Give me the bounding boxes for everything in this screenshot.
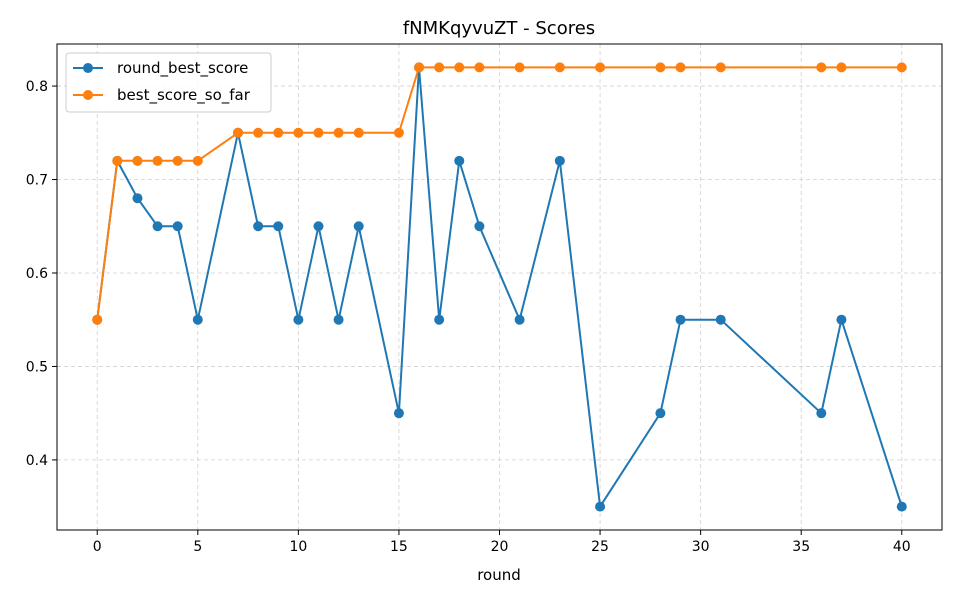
data-point (132, 155, 143, 166)
legend-label: round_best_score (117, 59, 248, 78)
x-axis-label: round (477, 566, 521, 584)
data-point (152, 221, 163, 232)
x-tick-label: 5 (193, 539, 202, 555)
x-tick-label: 20 (491, 539, 509, 555)
data-point (253, 221, 264, 232)
data-point (554, 155, 565, 166)
x-tick-label: 15 (390, 539, 408, 555)
series-best_score_so_far (92, 62, 907, 325)
y-tick-label: 0.6 (26, 266, 48, 282)
series-round_best_score (92, 62, 907, 512)
data-point (514, 62, 525, 73)
data-point (454, 155, 465, 166)
data-point (353, 127, 364, 138)
data-point (393, 127, 404, 138)
data-point (836, 314, 847, 325)
legend-marker (83, 63, 93, 73)
data-point (434, 314, 445, 325)
legend-marker (83, 90, 93, 100)
data-point (675, 62, 686, 73)
data-point (816, 62, 827, 73)
data-point (253, 127, 264, 138)
legend-box (65, 52, 272, 113)
data-point (152, 155, 163, 166)
x-tick-label: 35 (792, 539, 810, 555)
data-point (715, 314, 726, 325)
y-tick-label: 0.4 (26, 453, 48, 469)
data-point (333, 314, 344, 325)
data-point (514, 314, 525, 325)
data-point (132, 193, 143, 204)
data-point (333, 127, 344, 138)
data-point (112, 155, 123, 166)
data-point (675, 314, 686, 325)
x-tick-label: 30 (692, 539, 710, 555)
data-point (192, 155, 203, 166)
data-point (273, 221, 284, 232)
data-point (896, 501, 907, 512)
x-tick-label: 0 (93, 539, 102, 555)
data-point (595, 501, 606, 512)
data-point (92, 314, 103, 325)
data-point (172, 155, 183, 166)
data-point (293, 314, 304, 325)
data-point (313, 127, 324, 138)
data-point (414, 62, 425, 73)
x-tick-label: 10 (289, 539, 307, 555)
data-point (474, 221, 485, 232)
data-point (836, 62, 847, 73)
series-layer (92, 62, 907, 512)
series-line (96, 66, 903, 508)
data-point (192, 314, 203, 325)
y-tick-label: 0.5 (26, 359, 48, 375)
data-point (313, 221, 324, 232)
data-point (655, 408, 666, 419)
data-point (273, 127, 284, 138)
data-point (434, 62, 445, 73)
data-point (554, 62, 565, 73)
legend-entry: round_best_score (73, 59, 248, 78)
data-point (353, 221, 364, 232)
data-point (474, 62, 485, 73)
x-tick-label: 40 (893, 539, 911, 555)
tick-layer: 0 5 10 15 20 25 30 35 40 0.4 0.5 0.6 0.7 0.8 (26, 79, 911, 555)
data-point (715, 62, 726, 73)
legend: round_best_score best_score_so_far (65, 52, 272, 113)
legend-entry: best_score_so_far (73, 86, 251, 105)
data-point (454, 62, 465, 73)
data-point (233, 127, 244, 138)
data-point (595, 62, 606, 73)
data-point (393, 408, 404, 419)
data-point (655, 62, 666, 73)
data-point (816, 408, 827, 419)
x-tick-label: 25 (591, 539, 609, 555)
chart-title: fNMKqyvuZT - Scores (403, 18, 595, 39)
data-point (293, 127, 304, 138)
legend-label: best_score_so_far (117, 86, 251, 105)
y-tick-label: 0.7 (26, 173, 48, 189)
data-point (896, 62, 907, 73)
y-tick-label: 0.8 (26, 79, 48, 95)
data-point (172, 221, 183, 232)
